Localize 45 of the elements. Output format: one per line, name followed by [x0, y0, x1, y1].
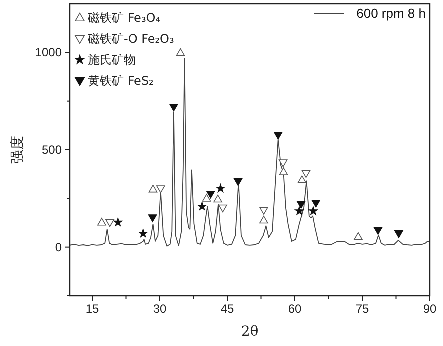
legend-label: 施氏矿物: [88, 53, 136, 67]
legend-label: 黄铁矿 FeS₂: [88, 74, 154, 88]
point: [295, 206, 304, 216]
point: [106, 219, 114, 228]
point: [298, 176, 307, 184]
point: [278, 160, 288, 168]
x-tick-label: 30: [153, 302, 167, 316]
y-tick-label: 1000: [35, 46, 62, 60]
point: [309, 206, 318, 216]
point: [296, 201, 306, 209]
point: [279, 168, 288, 176]
point: [234, 178, 243, 186]
x-tick-label: 15: [86, 302, 100, 316]
legend-label: 600 rpm 8 h: [356, 6, 426, 21]
x-tick-label: 75: [356, 302, 370, 316]
point: [170, 104, 178, 112]
point: [354, 232, 363, 240]
y-tick-label: 500: [42, 143, 62, 157]
legend-label: 磁铁矿-O Fe₂O₃: [87, 32, 174, 46]
point: [206, 191, 216, 199]
point: [218, 204, 228, 213]
point: [148, 214, 158, 222]
point: [214, 194, 222, 203]
point: [139, 229, 148, 238]
point: [114, 218, 122, 226]
point: [216, 184, 226, 192]
point: [274, 132, 283, 140]
y-tick-label: 0: [55, 240, 62, 254]
x-axis-title: 2θ: [241, 324, 259, 340]
x-tick-label: 60: [288, 302, 302, 316]
point: [302, 170, 311, 178]
point: [156, 186, 166, 194]
point: [260, 216, 268, 224]
point: [98, 218, 106, 226]
point: [374, 227, 383, 235]
point: [198, 202, 207, 210]
point: [312, 200, 321, 208]
x-tick-label: 45: [220, 302, 234, 316]
point: [148, 184, 158, 193]
x-tick-label: 90: [423, 302, 437, 316]
point: [202, 194, 212, 202]
point: [260, 207, 268, 215]
y-axis-title: 强度: [10, 136, 26, 164]
point: [394, 230, 404, 238]
legend-label: 磁铁矿 Fe₃O₄: [87, 11, 161, 25]
